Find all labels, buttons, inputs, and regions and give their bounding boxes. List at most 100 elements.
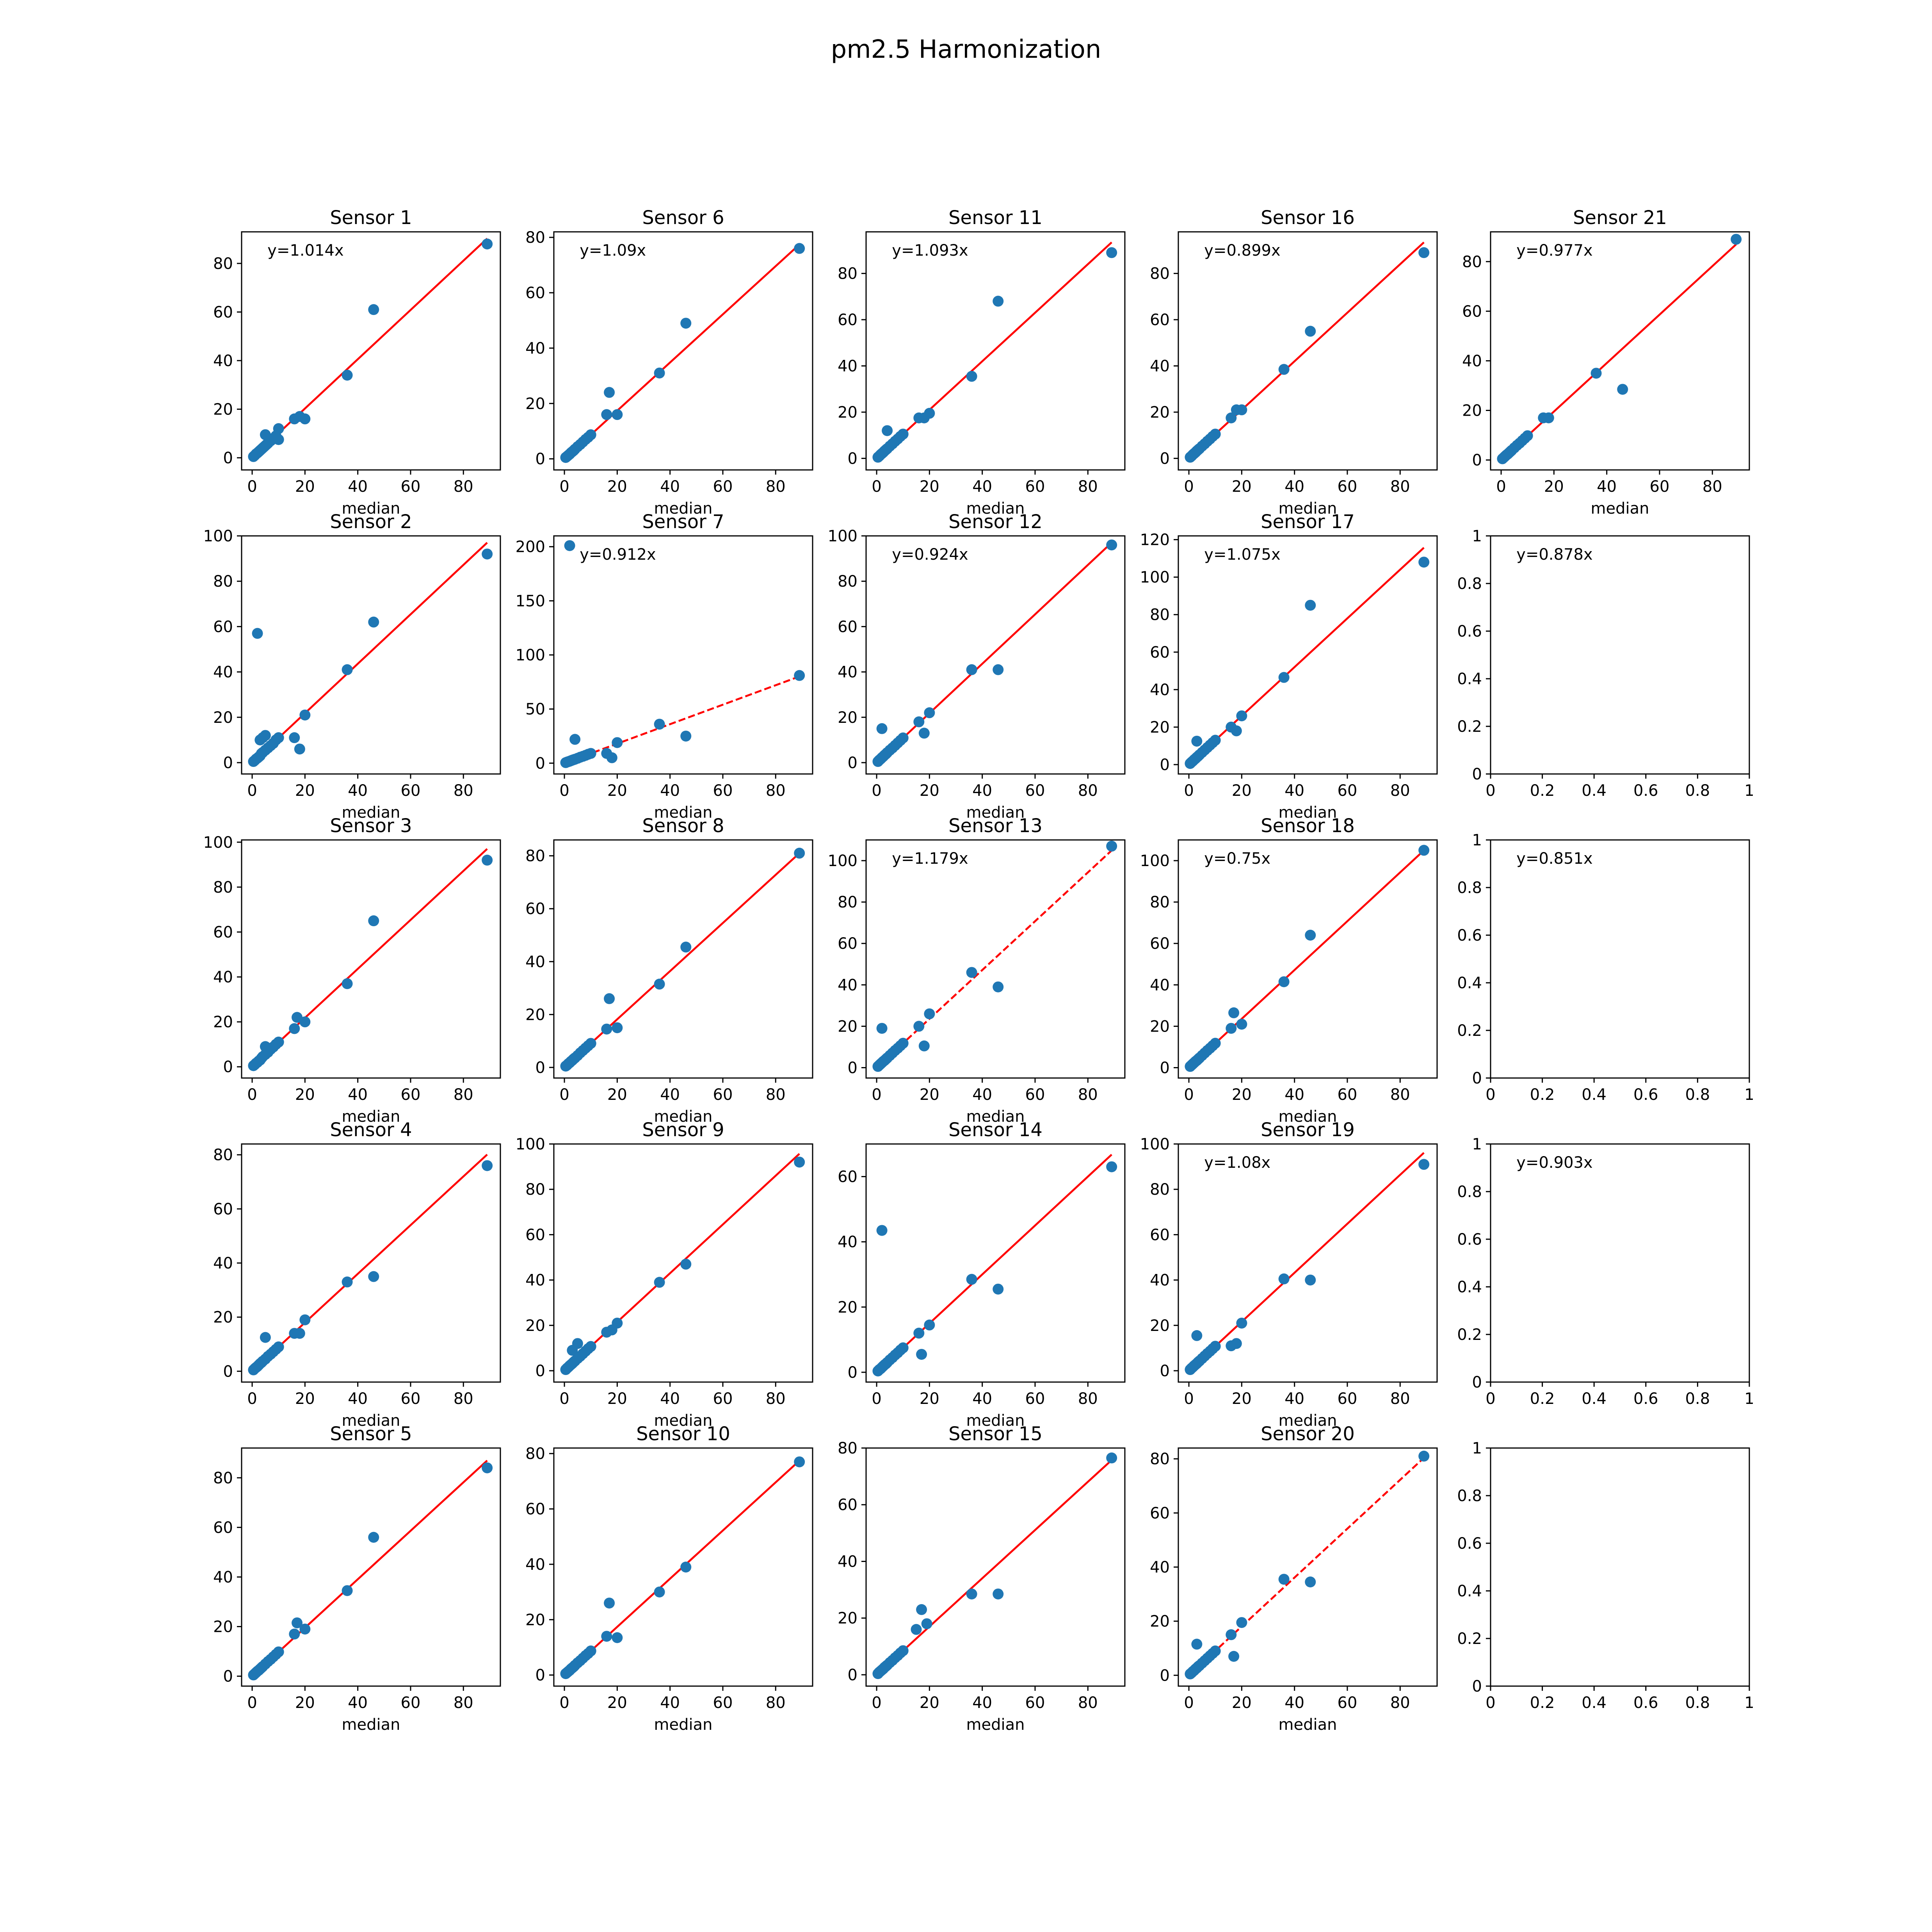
data-point xyxy=(482,854,493,866)
y-tick-label: 0 xyxy=(1160,756,1170,774)
data-point xyxy=(1278,1273,1290,1284)
subplot: 0 20 40 60 80 0 20 40 60 80 Sensor 10 median xyxy=(525,1423,813,1734)
x-tick-label: 0 xyxy=(1184,478,1194,496)
x-tick-label: 40 xyxy=(660,1086,680,1104)
x-tick-label: 40 xyxy=(348,782,368,800)
fit-line xyxy=(564,244,800,460)
y-tick-label: 0 xyxy=(223,754,233,772)
data-point xyxy=(1236,1617,1247,1628)
fit-line xyxy=(564,675,800,764)
data-point xyxy=(1231,725,1242,737)
y-tick-label: 20 xyxy=(838,709,857,727)
data-point xyxy=(612,737,623,748)
data-point xyxy=(252,628,263,639)
x-tick-label: 60 xyxy=(1338,1390,1357,1408)
data-point xyxy=(876,723,888,734)
axes-frame xyxy=(553,1447,813,1687)
data-point xyxy=(1305,1576,1316,1588)
y-tick-label: 100 xyxy=(828,527,857,545)
y-tick-label: 20 xyxy=(838,1018,857,1035)
y-tick-label: 40 xyxy=(525,340,545,358)
axes-frame xyxy=(553,231,813,471)
x-tick-label: 20 xyxy=(607,782,627,800)
x-tick-label: 20 xyxy=(920,478,939,496)
y-tick-label: 80 xyxy=(1150,606,1170,624)
y-tick-label: 40 xyxy=(213,968,233,986)
x-axis-label: median xyxy=(966,1412,1025,1430)
slope-annotation: y=0.878x xyxy=(1516,546,1592,564)
data-point xyxy=(260,429,271,440)
y-tick-label: 40 xyxy=(1150,1272,1170,1290)
data-point xyxy=(1418,247,1430,258)
data-point xyxy=(1236,1019,1247,1030)
x-tick-label: 20 xyxy=(607,1694,627,1712)
x-tick-label: 60 xyxy=(1025,478,1045,496)
x-tick-label: 80 xyxy=(1390,1694,1410,1712)
y-tick-label: 1 xyxy=(1472,1439,1482,1457)
x-axis-label: median xyxy=(654,1412,713,1430)
x-tick-label: 60 xyxy=(1338,1694,1357,1712)
y-tick-label: 80 xyxy=(1150,1181,1170,1199)
x-tick-label: 0 xyxy=(872,782,881,800)
data-point xyxy=(612,1632,623,1643)
x-tick-label: 0 xyxy=(1485,1086,1495,1104)
axes-frame xyxy=(1490,231,1750,471)
panel-title: Sensor 8 xyxy=(642,815,724,837)
y-tick-label: 0 xyxy=(1160,450,1170,468)
x-axis-label: median xyxy=(342,804,400,822)
x-tick-label: 60 xyxy=(401,782,421,800)
y-tick-label: 20 xyxy=(525,395,545,413)
subplot: 0 20 40 60 80 0 20 40 60 80 100 Sensor 9 median xyxy=(516,1119,813,1430)
data-point xyxy=(1305,930,1316,941)
x-tick-label: 40 xyxy=(348,1086,368,1104)
slope-annotation: y=1.093x xyxy=(892,242,968,260)
x-tick-label: 40 xyxy=(972,478,992,496)
subplot: 0 20 40 60 80 0 50 100 150 200 Sensor 7 median y=0.9… xyxy=(516,511,813,822)
axes-frame xyxy=(1178,839,1438,1079)
x-tick-label: 60 xyxy=(401,1086,421,1104)
y-tick-label: 100 xyxy=(516,1135,545,1153)
data-point xyxy=(299,1016,311,1028)
subplot: 0 0.2 0.4 0.6 0.8 1 0 0.2 0.4 0.6 0.8 1 y=0.903x xyxy=(1457,1135,1754,1408)
y-tick-label: 60 xyxy=(1150,644,1170,662)
data-point xyxy=(1106,1452,1117,1464)
y-tick-label: 60 xyxy=(525,284,545,302)
data-point xyxy=(1191,1330,1203,1341)
y-tick-label: 50 xyxy=(525,701,545,719)
data-point xyxy=(289,1628,300,1640)
data-point xyxy=(273,1036,284,1048)
y-tick-label: 40 xyxy=(525,1272,545,1290)
fit-line xyxy=(876,1459,1112,1676)
axes-frame xyxy=(553,839,813,1079)
data-point xyxy=(654,978,665,990)
subplot: 0 20 40 60 80 0 20 40 60 80 Sensor 15 median xyxy=(838,1423,1126,1734)
panel-title: Sensor 14 xyxy=(948,1119,1042,1141)
slope-annotation: y=0.924x xyxy=(892,546,968,564)
subplot: 0 0.2 0.4 0.6 0.8 1 0 0.2 0.4 0.6 0.8 1 y=0.851x xyxy=(1457,831,1754,1104)
y-tick-label: 0.6 xyxy=(1457,1535,1482,1553)
data-point xyxy=(299,1623,311,1635)
data-point xyxy=(1522,430,1533,441)
axes-frame xyxy=(1490,535,1750,775)
x-tick-label: 80 xyxy=(1078,1694,1098,1712)
x-tick-label: 80 xyxy=(454,1390,473,1408)
x-tick-label: 80 xyxy=(766,1694,786,1712)
x-tick-label: 80 xyxy=(1703,478,1722,496)
x-tick-label: 0.4 xyxy=(1582,1086,1606,1104)
axes-frame xyxy=(241,839,501,1079)
x-tick-label: 60 xyxy=(1338,478,1357,496)
y-tick-label: 0 xyxy=(223,1058,233,1076)
figure-title: pm2.5 Harmonization xyxy=(831,35,1101,64)
data-point xyxy=(680,730,692,742)
data-point xyxy=(876,1023,888,1034)
x-tick-label: 20 xyxy=(607,478,627,496)
y-tick-label: 80 xyxy=(525,1181,545,1199)
data-point xyxy=(299,1314,311,1325)
data-point xyxy=(585,1645,596,1656)
y-tick-label: 0.2 xyxy=(1457,1022,1482,1040)
x-tick-label: 80 xyxy=(766,478,786,496)
x-tick-label: 20 xyxy=(920,1694,939,1712)
x-tick-label: 60 xyxy=(713,1390,733,1408)
